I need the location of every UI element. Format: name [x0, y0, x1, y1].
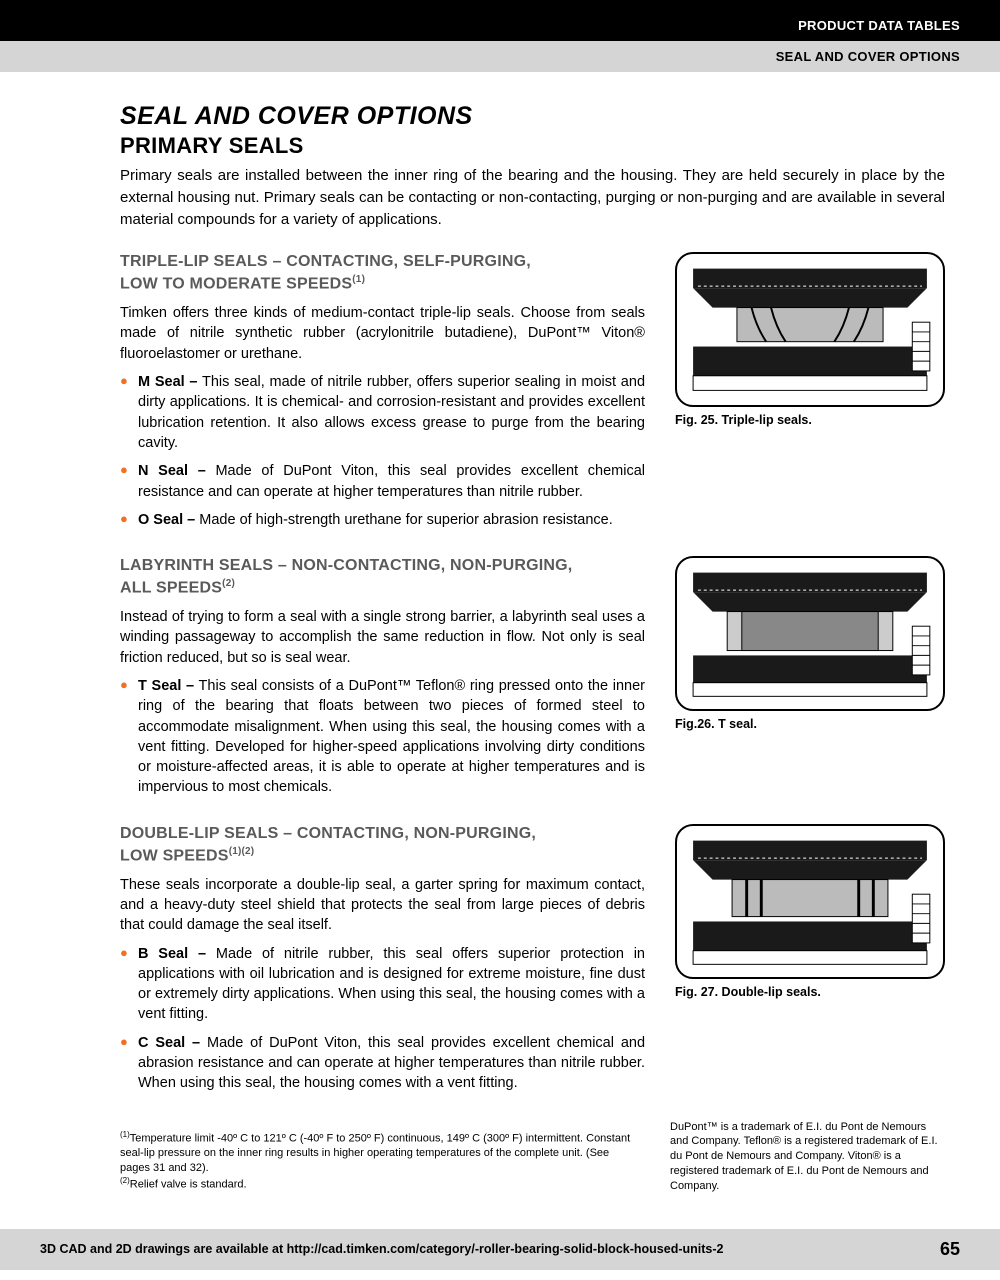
trademark-note: DuPont™ is a trademark of E.I. du Pont d…: [670, 1120, 940, 1194]
double-heading: DOUBLE-LIP SEALS – CONTACTING, NON-PURGI…: [120, 824, 645, 867]
section-double: DOUBLE-LIP SEALS – CONTACTING, NON-PURGI…: [120, 824, 945, 1102]
page-number: 65: [940, 1239, 960, 1260]
list-item: B Seal – Made of nitrile rubber, this se…: [138, 944, 645, 1025]
footer-text: 3D CAD and 2D drawings are available at …: [40, 1242, 723, 1256]
figure-25-caption: Fig. 25. Triple-lip seals.: [675, 413, 945, 427]
section-labyrinth: LABYRINTH SEALS – NON-CONTACTING, NON-PU…: [120, 556, 945, 806]
list-item: C Seal – Made of DuPont Viton, this seal…: [138, 1033, 645, 1094]
list-item: T Seal – This seal consists of a DuPont™…: [138, 676, 645, 798]
main-title: SEAL AND COVER OPTIONS: [120, 102, 945, 131]
list-item: M Seal – This seal, made of nitrile rubb…: [138, 372, 645, 453]
page-body: SEAL AND COVER OPTIONS PRIMARY SEALS Pri…: [0, 72, 1000, 1214]
footer-bar: 3D CAD and 2D drawings are available at …: [0, 1229, 1000, 1270]
double-list: B Seal – Made of nitrile rubber, this se…: [120, 944, 645, 1094]
seal-diagram-icon: [677, 826, 943, 977]
figure-26-caption: Fig.26. T seal.: [675, 717, 945, 731]
triple-heading: TRIPLE-LIP SEALS – CONTACTING, SELF-PURG…: [120, 252, 645, 295]
seal-diagram-icon: [677, 558, 943, 709]
footnotes: (1)Temperature limit -40º C to 121º C (-…: [120, 1130, 640, 1193]
list-item: N Seal – Made of DuPont Viton, this seal…: [138, 461, 645, 502]
figure-27-caption: Fig. 27. Double-lip seals.: [675, 985, 945, 999]
figure-27: [675, 824, 945, 979]
intro-paragraph: Primary seals are installed between the …: [120, 165, 945, 230]
triple-list: M Seal – This seal, made of nitrile rubb…: [120, 372, 645, 530]
figure-26: [675, 556, 945, 711]
header-gray-bar: SEAL AND COVER OPTIONS: [0, 41, 1000, 72]
double-para: These seals incorporate a double-lip sea…: [120, 875, 645, 936]
section-triple: TRIPLE-LIP SEALS – CONTACTING, SELF-PURG…: [120, 252, 945, 538]
labyrinth-para: Instead of trying to form a seal with a …: [120, 607, 645, 668]
triple-para: Timken offers three kinds of medium-cont…: [120, 303, 645, 364]
labyrinth-list: T Seal – This seal consists of a DuPont™…: [120, 676, 645, 798]
header-black-bar: PRODUCT DATA TABLES: [0, 0, 1000, 41]
seal-diagram-icon: [677, 254, 943, 405]
figure-25: [675, 252, 945, 407]
labyrinth-heading: LABYRINTH SEALS – NON-CONTACTING, NON-PU…: [120, 556, 645, 599]
sub-title: PRIMARY SEALS: [120, 133, 945, 159]
list-item: O Seal – Made of high-strength urethane …: [138, 510, 645, 530]
